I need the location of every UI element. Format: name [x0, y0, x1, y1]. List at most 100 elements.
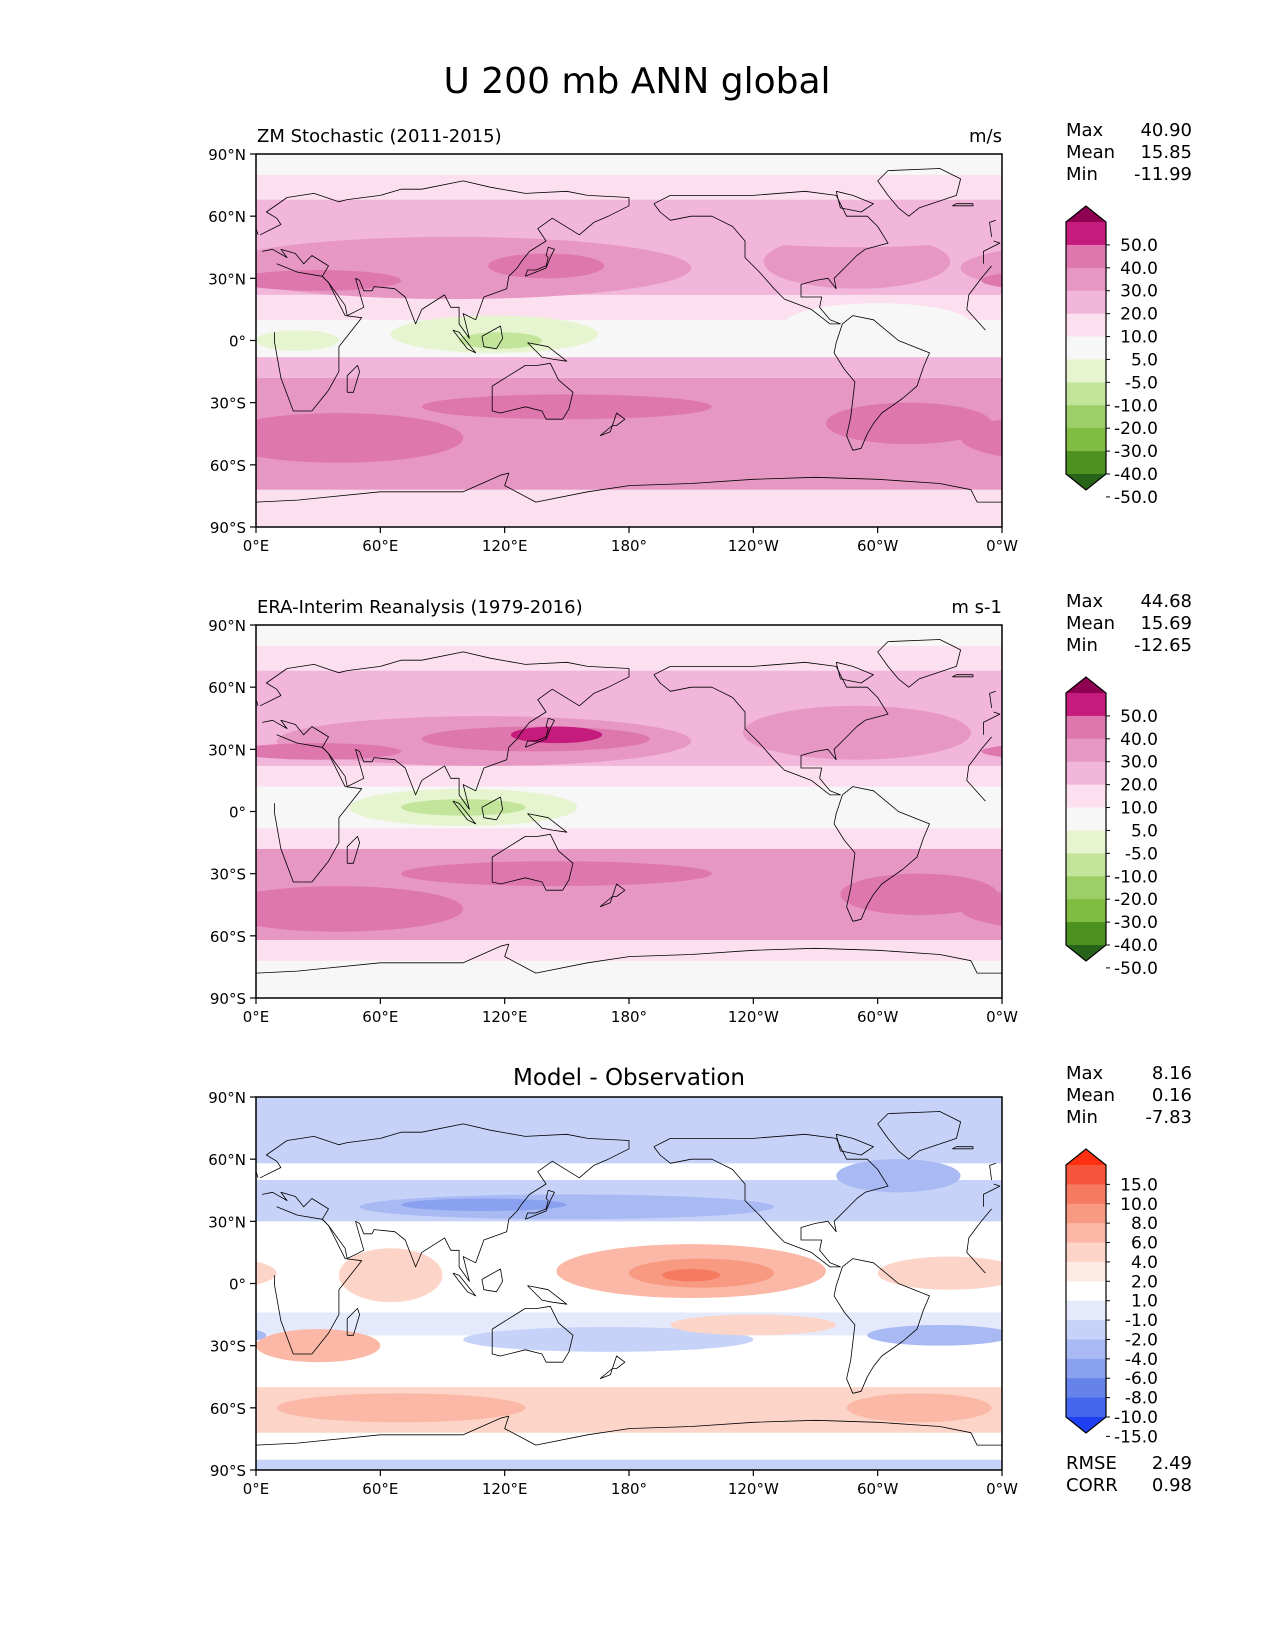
coastline-iceland — [952, 674, 974, 678]
coastline-europe-asia — [983, 240, 1001, 264]
contour-region — [691, 205, 1002, 248]
contour-region — [1147, 1199, 1275, 1211]
coastline-uk — [989, 219, 996, 237]
coastline-baffin — [835, 1133, 874, 1156]
colorbar-label: -2.0 — [1125, 1330, 1158, 1350]
coastline-borneo — [481, 1268, 504, 1293]
panel-left-title: ZM Stochastic (2011-2015) — [257, 126, 502, 147]
colorbar-segment — [1066, 1223, 1106, 1244]
colorbar-segment — [1066, 899, 1106, 923]
coastline-greenland — [877, 1111, 961, 1160]
colorbar-label: 2.0 — [1131, 1272, 1158, 1292]
coastline-baffin — [835, 190, 874, 213]
coastline-europe-asia — [983, 711, 1001, 735]
colorbar-segment — [1066, 1378, 1106, 1399]
colorbar-label: 5.0 — [1131, 350, 1158, 370]
stat-label: Mean — [1066, 1085, 1115, 1106]
coastline-iceland — [952, 1146, 974, 1150]
contour-band — [256, 1097, 1002, 1164]
coastline-new-zealand — [599, 412, 626, 437]
contour-region — [981, 745, 1002, 757]
colorbar-segment — [1066, 1184, 1106, 1205]
lat-tick-label: 0° — [229, 804, 246, 822]
colorbar-label: 8.0 — [1131, 1214, 1158, 1234]
colorbar-label: -40.0 — [1114, 936, 1158, 956]
colorbar-segment — [1066, 738, 1106, 763]
panel-units: m s-1 — [951, 597, 1002, 618]
lon-tick-label: 60°W — [857, 1480, 899, 1498]
coastline-sumatra — [452, 800, 477, 825]
colorbar-label: -5.0 — [1125, 373, 1158, 393]
lon-tick-label: 0°E — [243, 537, 270, 555]
colorbar-segment — [1066, 336, 1106, 360]
lat-tick-label: 60°N — [208, 1151, 246, 1169]
contour-region — [960, 250, 1002, 286]
stat-label: Max — [1066, 1063, 1104, 1084]
lat-tick-label: 30°S — [210, 1338, 246, 1356]
contour-region — [38, 303, 225, 344]
colorbar-label: 20.0 — [1120, 305, 1158, 325]
panel-model: 90°N 60°N 30°N 0° 30°S 60°S 90°S0°E 60°E 120°E 18… — [18, 120, 1192, 555]
lon-tick-label: 120°E — [482, 1480, 528, 1498]
coastline-japan — [525, 717, 555, 748]
colorbar-label: -1.0 — [1125, 1311, 1158, 1331]
contour-region — [662, 1268, 721, 1282]
coastline-europe-asia — [259, 180, 630, 339]
contour-region — [836, 1159, 961, 1193]
colorbar-extend-top — [1066, 1149, 1106, 1165]
colorbar-label: -15.0 — [1114, 1427, 1158, 1447]
colorbar-segment — [1066, 1339, 1106, 1360]
colorbar-label: -4.0 — [1125, 1350, 1158, 1370]
lon-tick-label: 60°W — [857, 1008, 899, 1026]
contour-region — [1147, 799, 1271, 816]
coastline-australia — [491, 362, 574, 420]
contour-band — [256, 1221, 1002, 1243]
stat-value: 0.16 — [1152, 1085, 1192, 1106]
contour-region — [18, 235, 205, 289]
panel-center-title: Model - Observation — [513, 1065, 745, 1091]
colorbar-label: 10.0 — [1120, 1195, 1158, 1215]
coastline-new-guinea — [527, 1285, 568, 1305]
panel-left-title: ERA-Interim Reanalysis (1979-2016) — [257, 597, 583, 618]
coastline-borneo — [481, 325, 504, 350]
colorbar-segment — [1066, 1203, 1106, 1224]
colorbar-label: -10.0 — [1114, 396, 1158, 416]
contour-region — [256, 413, 464, 463]
lat-tick-label: 30°S — [210, 395, 246, 413]
contour-band — [256, 1163, 1002, 1180]
coastline-australia — [491, 1305, 574, 1363]
contour-band — [256, 357, 1002, 378]
map-field-obs — [256, 625, 1271, 998]
contour-region — [0, 1259, 28, 1288]
colorbar-label: -10.0 — [1114, 867, 1158, 887]
coastline-new-guinea — [527, 342, 568, 362]
colorbar-extend-bottom — [1066, 945, 1106, 961]
coastline-antarctica — [256, 943, 1002, 986]
colorbar-segment — [1066, 313, 1106, 338]
colorbar-extend-top — [1066, 206, 1106, 222]
contour-region — [840, 873, 998, 916]
colorbar-label: -30.0 — [1114, 442, 1158, 462]
colorbar-extend-bottom — [1066, 474, 1106, 490]
colorbar-label: 40.0 — [1120, 259, 1158, 279]
colorbar-segment — [1066, 853, 1106, 877]
contour-region — [1002, 1329, 1126, 1362]
colorbar-segment — [1066, 715, 1106, 740]
contour-region — [256, 743, 402, 760]
coastline-antarctica — [256, 472, 1002, 515]
colorbar-obs: 50.0 40.0 30.0 20.0 10.05.0 -5.0 -10.0 -20.0 -30… — [1065, 676, 1158, 979]
stat-label: CORR — [1066, 1475, 1118, 1496]
colorbar-label: 50.0 — [1120, 236, 1158, 256]
coastline-madagascar — [346, 364, 361, 393]
colorbar-extend-top — [1066, 677, 1106, 693]
contour-region — [256, 886, 464, 932]
stat-value: -11.99 — [1134, 164, 1192, 185]
lon-tick-label: 0°W — [986, 1480, 1018, 1498]
colorbar-label: -50.0 — [1114, 488, 1158, 508]
lon-tick-label: 120°E — [482, 1008, 528, 1026]
coastline-iceland — [952, 203, 974, 207]
colorbar-label: 15.0 — [1120, 1175, 1158, 1195]
colorbar-segment — [1066, 1320, 1106, 1340]
contour-region — [981, 273, 1002, 288]
stat-value: -7.83 — [1145, 1107, 1192, 1128]
